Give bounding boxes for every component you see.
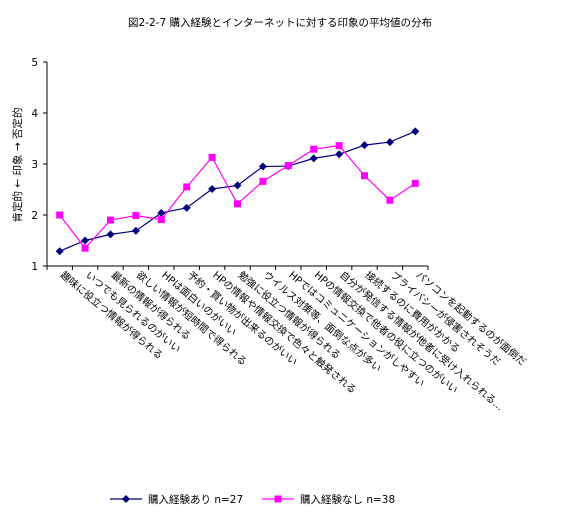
y-tick-label: 3 <box>31 159 38 171</box>
series-1-point <box>360 141 369 150</box>
series-2-point <box>81 244 89 252</box>
axes <box>46 62 429 270</box>
series-2-point <box>284 162 292 170</box>
series-1-point <box>55 247 64 256</box>
y-tick-label: 1 <box>31 261 38 273</box>
legend: 購入経験あり n=27 購入経験なし n=38 <box>110 493 395 506</box>
series-2-point <box>208 153 216 161</box>
series-1-point <box>157 208 166 217</box>
series-2-point <box>361 172 368 180</box>
y-tick-label: 4 <box>31 108 38 120</box>
series-2-point <box>183 183 191 191</box>
series-1-point <box>81 236 90 245</box>
y-tick-label: 2 <box>31 210 38 222</box>
series-1-point <box>385 138 394 147</box>
series-2-point <box>107 216 114 224</box>
y-axis-label: 肯定的 ← 印象 → 否定的 <box>11 108 24 223</box>
series-1-point <box>106 230 115 239</box>
series-2-point <box>386 196 394 204</box>
series-1-point <box>335 150 344 159</box>
y-ticks: 1 2 3 4 5 <box>31 57 47 273</box>
series-1-point <box>182 203 191 212</box>
x-tick-labels: 趣味に役立つ情報が得られるいつでも見られるのがいい最新の情報が得られる欲しい情報… <box>58 268 529 413</box>
series-2-point <box>56 211 64 219</box>
legend-marker-2 <box>274 495 282 503</box>
series-1-point <box>208 184 217 193</box>
y-tick-label: 5 <box>31 57 38 69</box>
series-1-point <box>309 154 318 163</box>
series-2-point <box>259 177 267 185</box>
series-2-point <box>234 200 241 208</box>
series-1-point <box>233 181 242 190</box>
series-1-point <box>258 162 267 171</box>
series-2-point <box>411 179 419 187</box>
legend-label-1: 購入経験あり n=27 <box>148 493 243 506</box>
series-2-point <box>132 212 140 220</box>
series-2-point <box>335 142 343 150</box>
series-2-point <box>310 145 318 153</box>
legend-label-2: 購入経験なし n=38 <box>300 493 395 506</box>
series-line-2 <box>59 144 416 250</box>
series-1-point <box>411 127 420 136</box>
series-2-point <box>157 216 165 224</box>
series-markers <box>55 127 420 256</box>
series-1-point <box>131 226 140 235</box>
legend-marker-1 <box>122 495 130 503</box>
chart-title: 図2-2-7 購入経験とインターネットに対する印象の平均値の分布 <box>128 16 432 29</box>
